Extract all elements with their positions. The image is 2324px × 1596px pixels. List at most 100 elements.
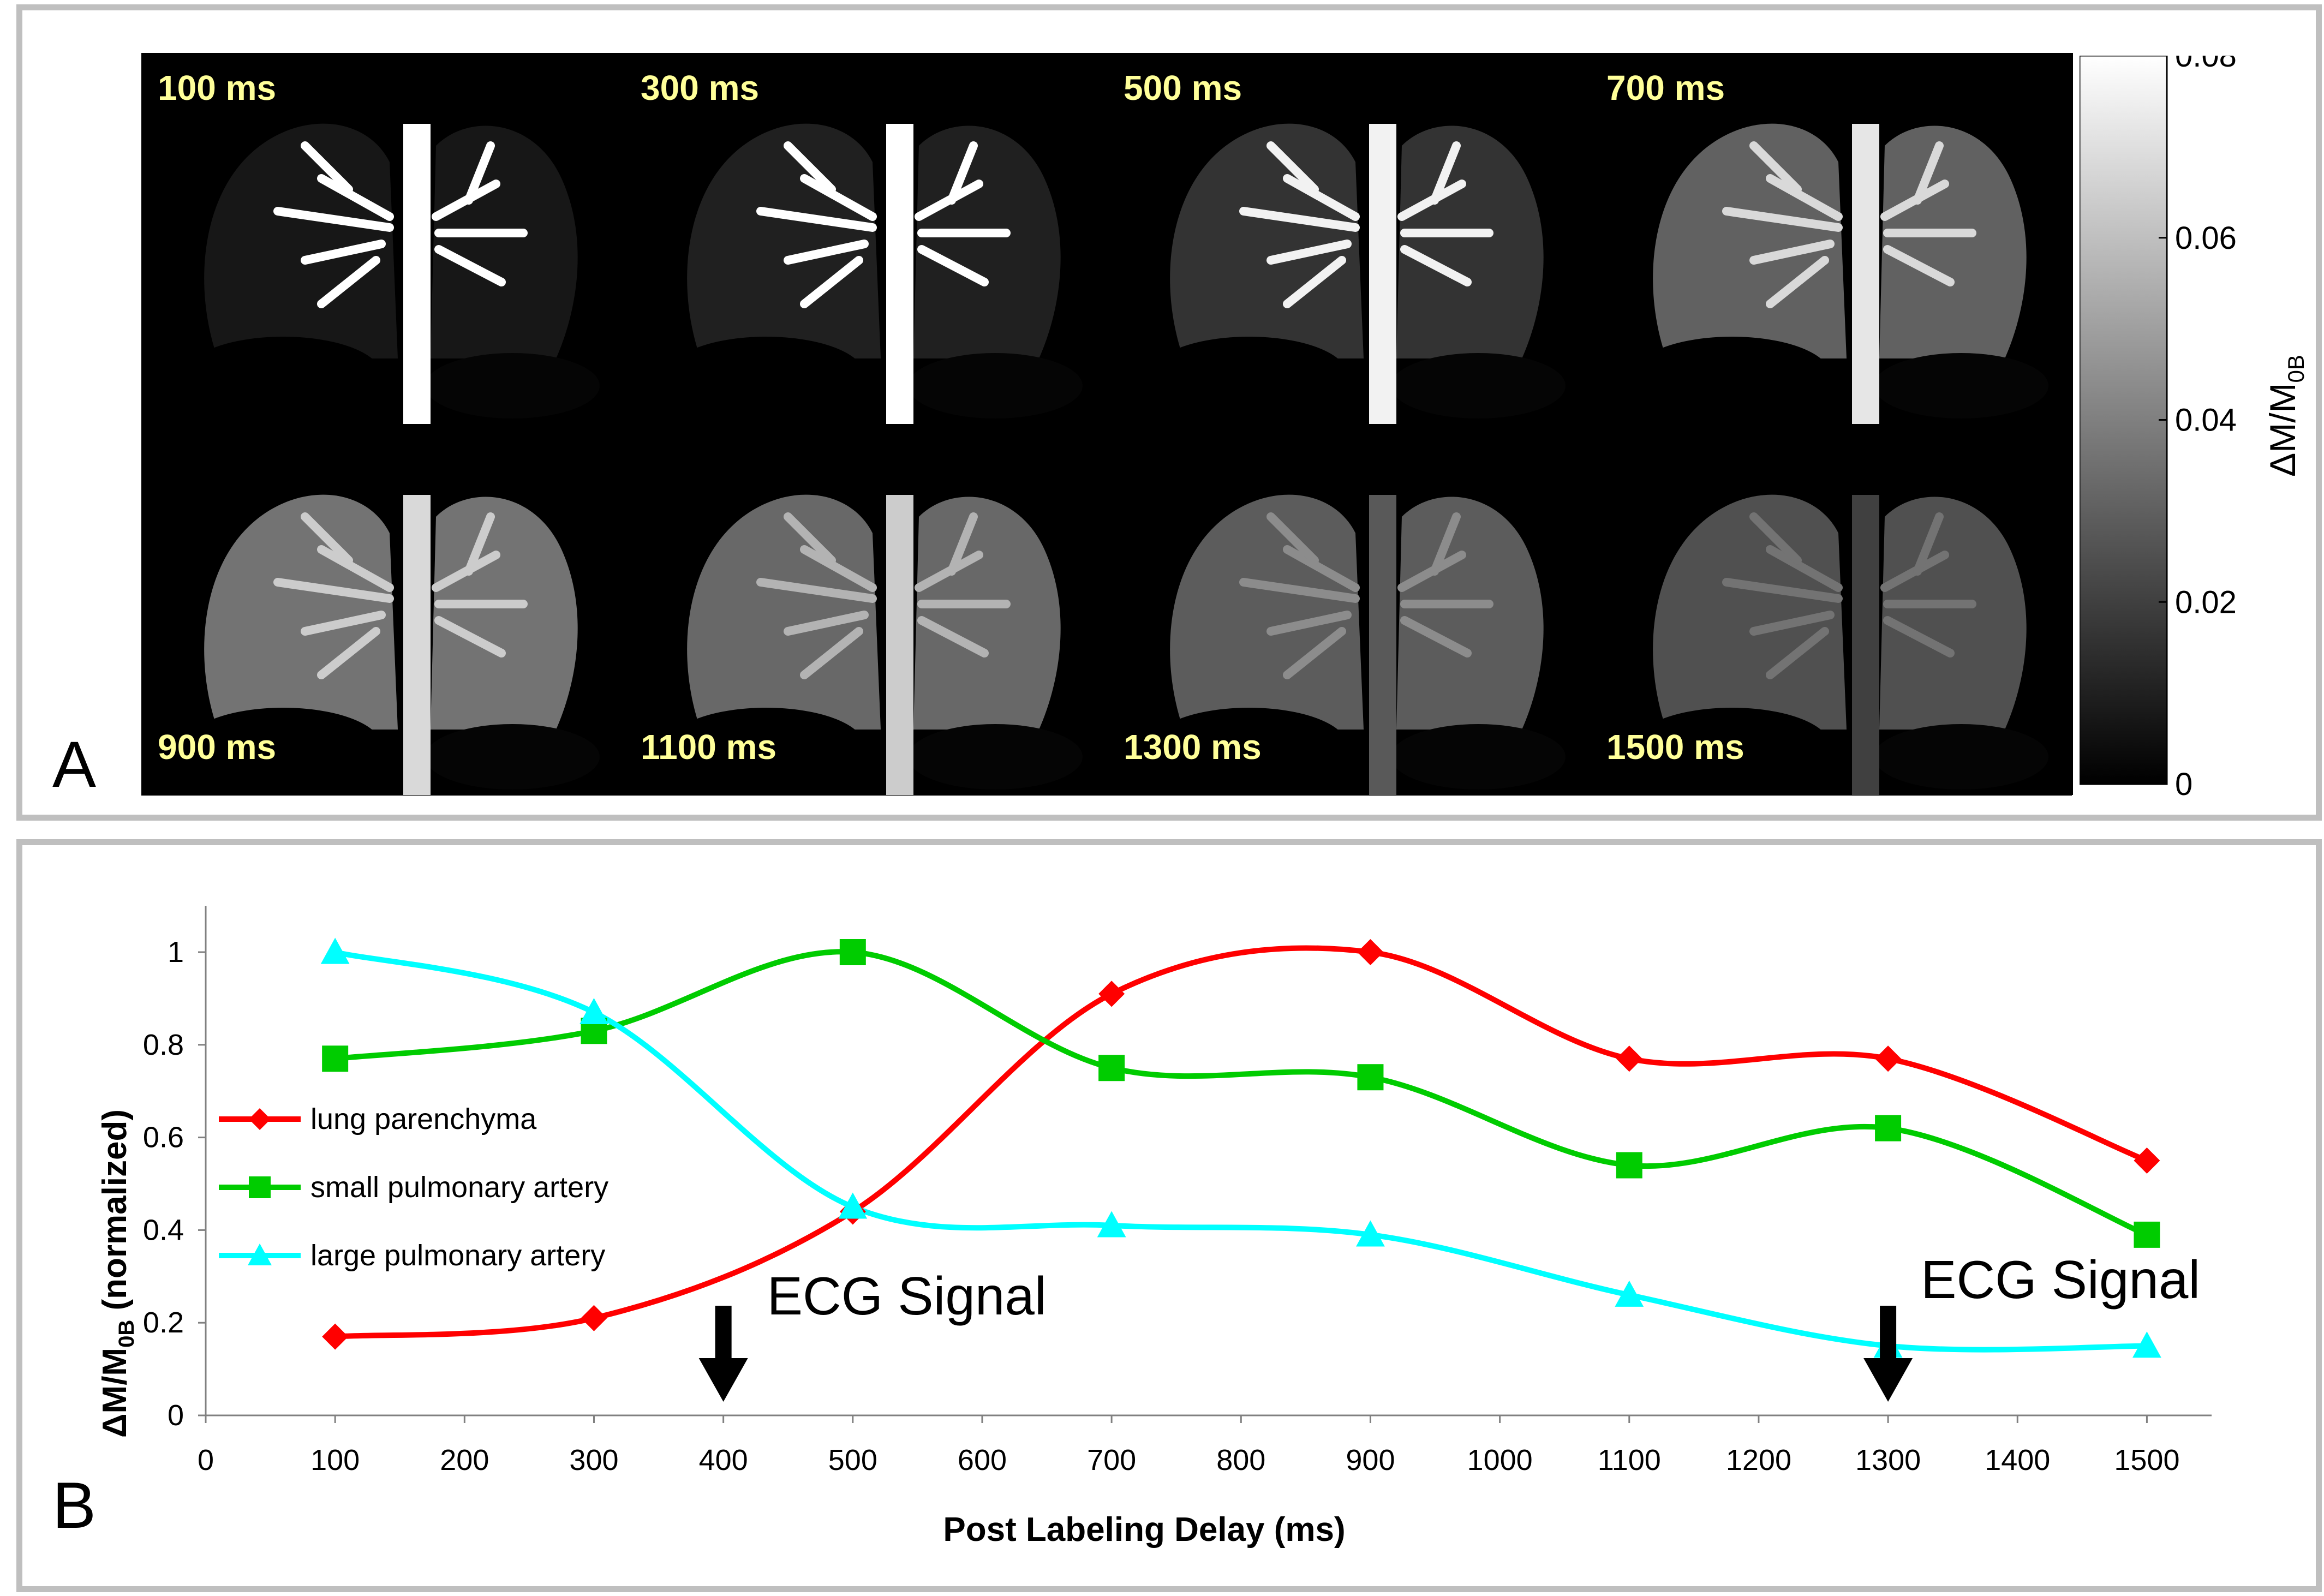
x-tick-label: 800 (1216, 1444, 1265, 1477)
legend-label: lung parenchyma (310, 1103, 537, 1135)
series-line (334, 949, 2148, 1238)
mri-image-grid: 100 ms 300 ms 500 ms 700 ms 900 ms 1100 ms 130… (141, 53, 2073, 796)
ecg-arrow-head (698, 1358, 748, 1402)
line-chart: 0 100 200 300 400 500 600 700 800 900 1000 1100 1200… (96, 906, 2212, 1549)
lung-image (1590, 53, 2073, 424)
chart-legend: lung parenchyma small pulmonary artery lar… (219, 1103, 608, 1272)
mri-tile: 900 ms (141, 424, 624, 795)
colorbar-label-main: ΔM/M (2262, 382, 2303, 476)
mri-tile: 500 ms (1107, 53, 1590, 424)
colorbar-graphic: 0.08 0.06 0.04 0.02 0 ΔM/M0B (2080, 56, 2309, 798)
data-point (1098, 1055, 1125, 1081)
data-point (1615, 1280, 1644, 1307)
data-point (1875, 1115, 1902, 1141)
lung-image (141, 424, 624, 795)
data-point (2132, 1331, 2161, 1358)
chart-axes: 0 100 200 300 400 500 600 700 800 900 1000 1100 1200… (143, 906, 2212, 1477)
x-axis-title: Post Labeling Delay (ms) (943, 1511, 1345, 1549)
legend-swatch-marker (249, 1108, 271, 1130)
colorbar: 0.08 0.06 0.04 0.02 0 ΔM/M0B (2080, 56, 2320, 798)
mri-tile: 100 ms (141, 53, 624, 424)
ecg-label: ECG Signal (767, 1266, 1047, 1326)
y-tick-label: 1 (168, 936, 184, 969)
lung-image (1107, 53, 1590, 424)
y-tick-label: 0.6 (143, 1121, 184, 1154)
ecg-arrow-shaft (715, 1306, 732, 1360)
lung-image (141, 53, 624, 424)
colorbar-gradient (2080, 56, 2168, 785)
data-point (1097, 1211, 1126, 1238)
panel-b-letter: B (52, 1469, 97, 1542)
y-axis-title: ΔM/M0B (normalized) (96, 1109, 139, 1438)
x-tick-label: 900 (1346, 1444, 1395, 1477)
y-axis-title-main: ΔM/M (96, 1348, 134, 1438)
data-point (839, 939, 866, 965)
y-tick-label: 0.2 (143, 1306, 184, 1339)
colorbar-tick-label: 0 (2175, 767, 2192, 798)
ecg-annotation: ECG Signal (698, 1266, 1047, 1402)
data-point (1357, 939, 1384, 965)
data-point (1616, 1045, 1642, 1072)
series-line (334, 945, 2148, 1340)
lung-image (1590, 424, 2073, 795)
x-tick-label: 700 (1087, 1444, 1136, 1477)
data-point (581, 1305, 607, 1331)
legend-entry: lung parenchyma (219, 1103, 537, 1135)
x-tick-label: 500 (828, 1444, 877, 1477)
tile-delay-label: 900 ms (158, 727, 277, 767)
x-tick-label: 200 (440, 1444, 489, 1477)
tile-delay-label: 1500 ms (1606, 727, 1745, 767)
x-tick-label: 300 (569, 1444, 618, 1477)
x-tick-label: 100 (310, 1444, 360, 1477)
y-tick-label: 0.4 (143, 1214, 184, 1246)
data-point (579, 997, 608, 1024)
tile-delay-label: 100 ms (158, 68, 277, 107)
lung-image (624, 53, 1107, 424)
x-tick-label: 1100 (1598, 1444, 1661, 1477)
tile-delay-label: 1300 ms (1124, 727, 1262, 767)
legend-swatch-marker (249, 1176, 271, 1198)
panel-a-letter: A (52, 728, 97, 801)
data-point (1356, 1220, 1385, 1247)
tile-delay-label: 500 ms (1124, 68, 1242, 107)
ecg-arrow-head (1863, 1358, 1913, 1402)
data-point (2134, 1147, 2160, 1174)
legend-entry: large pulmonary artery (219, 1239, 605, 1272)
colorbar-tick-label: 0.04 (2175, 403, 2237, 438)
data-point (1875, 1045, 1902, 1072)
x-tick-label: 1000 (1467, 1444, 1533, 1477)
x-tick-label: 0 (198, 1444, 214, 1477)
series-line (334, 949, 2147, 1353)
y-axis-title-suffix: (normalized) (96, 1109, 134, 1320)
data-point (322, 1045, 349, 1072)
panel-a-mri-images: 100 ms 300 ms 500 ms 700 ms 900 ms 1100 ms 130… (16, 4, 2322, 821)
x-tick-label: 600 (958, 1444, 1007, 1477)
data-point (838, 1192, 868, 1219)
y-axis-title-sub: 0B (115, 1320, 139, 1348)
colorbar-tick-label: 0.08 (2175, 56, 2237, 74)
colorbar-label-sub: 0B (2283, 355, 2309, 382)
lung-image (624, 424, 1107, 795)
legend-swatch-marker (248, 1244, 272, 1265)
x-tick-label: 400 (699, 1444, 748, 1477)
tile-delay-label: 1100 ms (641, 727, 777, 767)
data-point (320, 937, 350, 964)
mri-tile: 1500 ms (1590, 424, 2073, 795)
data-point (1098, 981, 1125, 1007)
y-tick-label: 0.8 (143, 1029, 184, 1061)
x-tick-label: 1500 (2114, 1444, 2179, 1477)
y-tick-label: 0 (168, 1399, 184, 1432)
colorbar-label: ΔM/M0B (2262, 355, 2309, 477)
data-point (1616, 1152, 1642, 1179)
legend-label: large pulmonary artery (310, 1239, 605, 1272)
tile-delay-label: 700 ms (1606, 68, 1725, 107)
mri-tile: 1300 ms (1107, 424, 1590, 795)
x-tick-label: 1400 (1985, 1444, 2050, 1477)
svg-text:ΔM/M0B: ΔM/M0B (2262, 355, 2309, 477)
ecg-annotation: ECG Signal (1863, 1250, 2200, 1402)
data-point (1357, 1064, 1384, 1091)
mri-tile: 700 ms (1590, 53, 2073, 424)
mri-tile: 300 ms (624, 53, 1107, 424)
chart-annotations: ECG Signal ECG Signal (698, 1250, 2200, 1402)
ecg-label: ECG Signal (1921, 1250, 2200, 1310)
